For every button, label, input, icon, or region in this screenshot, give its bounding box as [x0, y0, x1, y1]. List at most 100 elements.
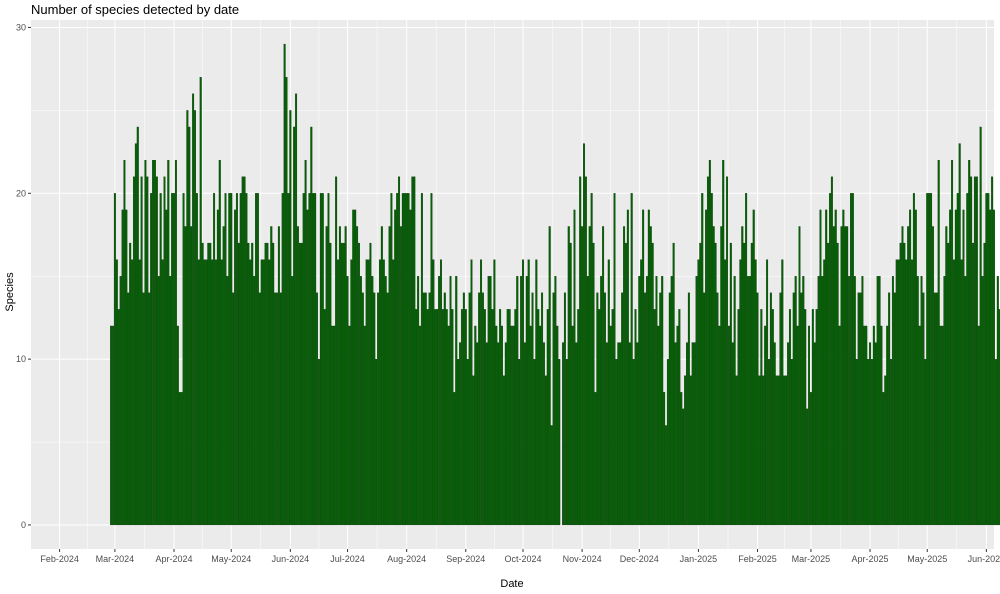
bar [382, 259, 385, 526]
bar [153, 160, 156, 526]
bar [604, 292, 606, 526]
bar [581, 226, 584, 526]
bar [977, 325, 980, 526]
bar [741, 226, 744, 526]
bar [520, 276, 523, 526]
bar [773, 342, 776, 526]
bar [800, 292, 803, 526]
bar [758, 375, 761, 526]
bar [277, 226, 280, 526]
bar [123, 160, 126, 526]
bar [933, 292, 936, 526]
bar [134, 143, 137, 526]
bar [981, 276, 984, 526]
y-tick-label: 0 [21, 520, 26, 530]
bar [840, 226, 843, 526]
bar [638, 276, 641, 526]
bar [167, 160, 170, 526]
bar [951, 160, 954, 526]
bar [152, 160, 155, 526]
bar [171, 193, 174, 526]
bar [787, 342, 790, 526]
bar [441, 309, 444, 526]
bar [890, 358, 893, 526]
bar [203, 259, 206, 526]
bar [235, 193, 238, 526]
bar [832, 226, 835, 526]
bar [760, 309, 763, 526]
bar [417, 276, 420, 526]
bar [359, 276, 362, 526]
bar [865, 325, 868, 526]
bar [365, 259, 368, 526]
bar [686, 342, 688, 526]
bar [748, 276, 751, 526]
bar [849, 193, 852, 526]
bar [399, 226, 402, 526]
bar [205, 259, 208, 526]
bar [630, 193, 633, 526]
bar [905, 259, 908, 526]
bar [899, 242, 902, 526]
bar [695, 276, 698, 526]
bar [607, 259, 610, 526]
bar [516, 276, 519, 526]
bar [342, 242, 345, 526]
bar [428, 292, 431, 526]
bar [192, 93, 195, 526]
bar [777, 375, 780, 526]
bar [842, 209, 845, 526]
x-tick-label: Apr-2024 [156, 554, 193, 564]
bar [384, 276, 387, 526]
bar [194, 110, 196, 526]
y-axis-title: Species [4, 272, 16, 312]
bar [712, 226, 715, 526]
bar [373, 292, 376, 526]
bar [129, 242, 132, 526]
bar [176, 325, 179, 526]
bar [501, 325, 503, 526]
bar [756, 292, 759, 526]
bar [985, 193, 988, 526]
bar [699, 242, 702, 526]
bar [989, 209, 992, 526]
bar [131, 259, 134, 526]
bar [808, 325, 811, 526]
x-tick-label: Oct-2024 [504, 554, 541, 564]
bar [817, 276, 820, 526]
bar [506, 309, 509, 526]
bar [891, 276, 894, 526]
bar [617, 342, 620, 526]
bar [388, 226, 391, 526]
bar [112, 325, 114, 526]
bar [375, 358, 378, 526]
x-tick-label: Jul-2024 [330, 554, 365, 564]
bar [283, 43, 286, 526]
bar [674, 342, 677, 526]
bar [296, 226, 299, 526]
bar [529, 325, 532, 526]
bar [623, 226, 626, 526]
bar [535, 259, 538, 526]
bar [436, 309, 439, 526]
bar [211, 259, 214, 526]
bar [743, 242, 746, 526]
bar [356, 226, 359, 526]
bar [453, 392, 456, 526]
bar [727, 325, 730, 526]
bar [676, 325, 679, 526]
bar [291, 276, 294, 526]
bar [174, 160, 177, 526]
bar [405, 193, 408, 526]
bar [497, 342, 500, 526]
bar [190, 226, 193, 526]
bar [264, 242, 267, 526]
x-tick-label: Jun-2024 [272, 554, 310, 564]
bar [295, 93, 298, 526]
bar [462, 292, 465, 526]
bar [636, 342, 639, 526]
bar [907, 226, 910, 526]
bar [672, 242, 675, 526]
bar [594, 392, 597, 526]
